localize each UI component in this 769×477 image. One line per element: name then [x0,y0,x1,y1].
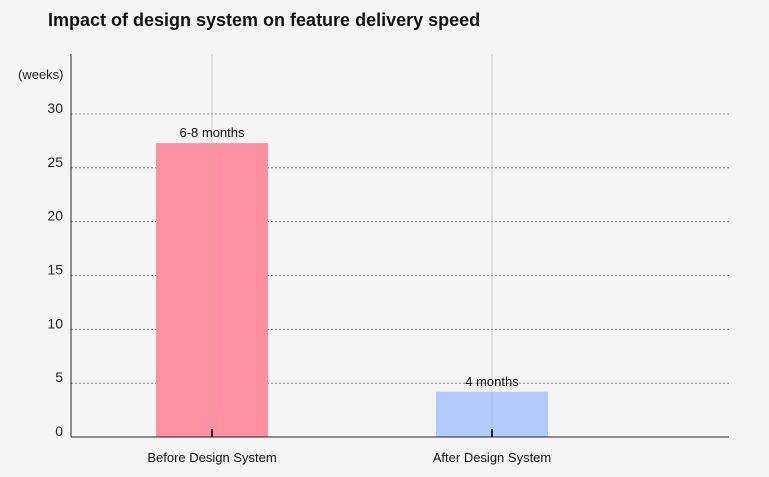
y-tick-label: 10 [47,315,63,331]
data-label: 4 months [465,374,519,389]
y-axis-label: (weeks) [18,67,64,82]
data-labels: 6-8 months 4 months [179,125,519,389]
y-tick-label: 0 [55,423,63,439]
y-tick-label: 25 [47,154,63,170]
x-tick-labels: Before Design System After Design System [147,450,551,465]
data-label: 6-8 months [179,125,245,140]
gridlines [71,113,729,384]
y-tick-label: 30 [47,100,63,116]
category-center-lines [211,54,493,437]
y-tick-label: 15 [47,262,63,278]
chart-title: Impact of design system on feature deliv… [48,10,481,30]
x-tick-label: Before Design System [147,450,276,465]
bars [156,143,548,437]
y-tick-label: 5 [55,369,63,385]
y-tick-label: 20 [47,208,63,224]
x-tick-label: After Design System [433,450,552,465]
y-tick-labels: 0 5 10 15 20 25 30 [47,100,63,439]
